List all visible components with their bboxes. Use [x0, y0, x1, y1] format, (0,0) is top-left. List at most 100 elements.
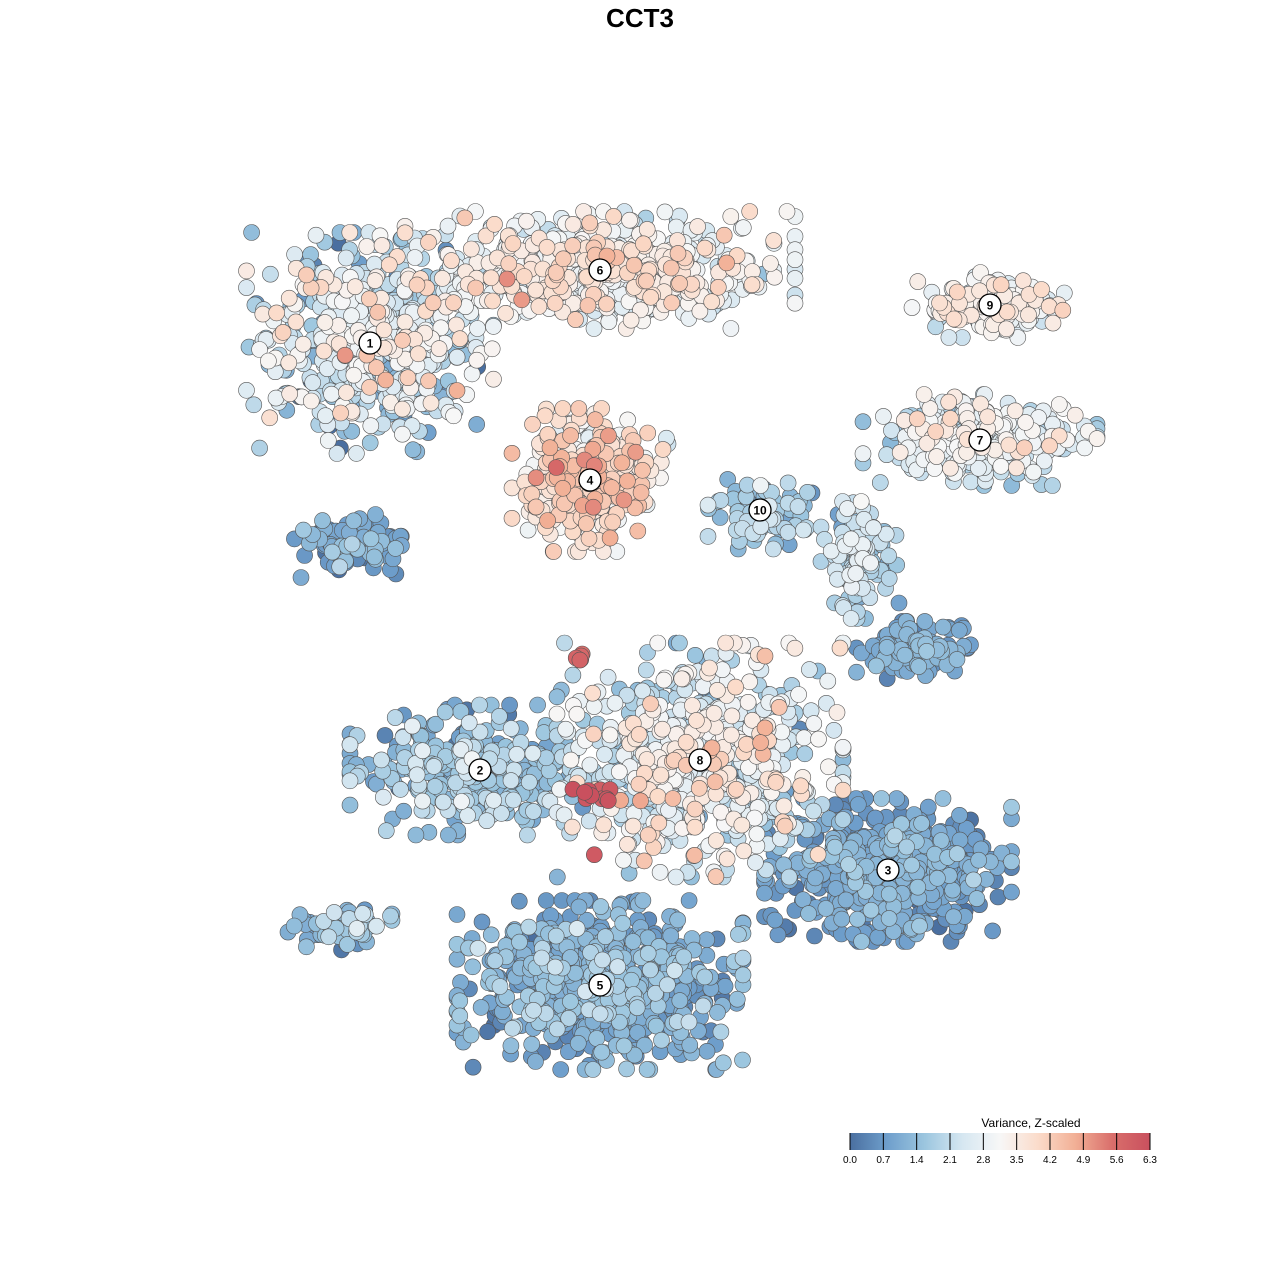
data-point: [569, 1035, 587, 1052]
data-point: [360, 290, 378, 308]
data-point: [701, 659, 718, 677]
data-point: [776, 817, 794, 835]
data-point: [584, 684, 601, 702]
data-point: [365, 548, 383, 566]
data-point: [424, 294, 442, 312]
data-point: [715, 226, 733, 244]
data-point: [501, 696, 518, 714]
data-point: [770, 698, 788, 716]
data-point: [849, 796, 867, 813]
data-point: [609, 958, 627, 976]
data-point: [336, 346, 354, 364]
data-point: [703, 293, 721, 311]
data-point: [323, 385, 340, 403]
data-point: [1025, 463, 1042, 481]
data-point: [916, 613, 934, 630]
data-point: [756, 647, 774, 665]
data-point: [563, 818, 581, 836]
data-point: [654, 720, 671, 738]
data-point: [392, 781, 409, 798]
data-point: [1088, 430, 1106, 447]
data-point: [260, 352, 277, 370]
data-point: [647, 1017, 665, 1035]
data-point: [619, 411, 637, 429]
data-point: [820, 758, 837, 776]
data-point: [1041, 437, 1058, 455]
data-point: [580, 812, 598, 830]
data-point: [891, 444, 909, 461]
data-point: [564, 216, 582, 233]
data-point: [639, 424, 657, 442]
data-point: [525, 1001, 542, 1019]
data-point: [380, 256, 398, 274]
data-point: [584, 1061, 602, 1078]
data-point: [931, 294, 948, 312]
data-point: [1066, 406, 1084, 424]
data-point: [268, 304, 285, 322]
data-point: [420, 234, 437, 251]
data-point: [848, 663, 865, 681]
data-point: [292, 569, 310, 586]
data-point: [373, 751, 390, 769]
data-point: [671, 275, 688, 292]
data-point: [341, 772, 359, 790]
data-point: [261, 409, 279, 427]
data-point: [281, 385, 299, 403]
data-point: [341, 736, 359, 754]
data-point: [484, 292, 501, 310]
data-point: [825, 721, 843, 739]
data-point: [890, 594, 908, 612]
data-point: [880, 570, 898, 587]
data-point: [486, 952, 504, 970]
data-point: [767, 773, 785, 791]
data-point: [950, 621, 968, 639]
data-point: [992, 276, 1010, 294]
data-point: [599, 792, 617, 809]
data-point: [948, 845, 966, 863]
data-point: [619, 472, 636, 490]
data-point: [503, 509, 521, 527]
data-point: [576, 783, 593, 801]
data-point: [586, 411, 604, 429]
data-point: [714, 1054, 732, 1072]
data-point: [483, 340, 501, 358]
data-point: [530, 298, 548, 315]
data-point: [456, 209, 474, 227]
data-point: [601, 529, 619, 547]
data-point: [752, 734, 769, 751]
data-point: [888, 790, 906, 807]
data-point: [434, 270, 451, 287]
data-point: [638, 221, 656, 238]
data-point: [294, 335, 312, 353]
data-point: [486, 216, 503, 233]
data-point: [718, 254, 735, 272]
data-point: [666, 962, 683, 979]
data-point: [603, 479, 621, 496]
data-point: [464, 958, 482, 976]
data-point: [1008, 459, 1025, 477]
data-point: [337, 249, 355, 267]
data-point: [909, 878, 927, 896]
data-point: [541, 439, 559, 457]
cluster-label-text: 1: [367, 337, 374, 351]
data-point: [298, 266, 315, 284]
data-point: [471, 696, 488, 714]
data-point: [709, 1004, 726, 1021]
data-point: [552, 1061, 570, 1078]
data-point: [508, 745, 526, 763]
data-point: [839, 500, 856, 517]
data-point: [460, 714, 478, 732]
data-point: [853, 933, 870, 950]
data-point: [571, 651, 589, 669]
data-point: [448, 382, 466, 399]
data-point: [1054, 301, 1072, 319]
data-point: [395, 802, 413, 820]
data-point: [765, 232, 783, 249]
data-point: [285, 917, 303, 935]
data-point: [1016, 439, 1033, 457]
data-point: [663, 294, 681, 312]
data-point: [847, 565, 865, 582]
data-point: [426, 778, 444, 795]
data-point: [709, 278, 727, 296]
data-point: [828, 704, 846, 721]
